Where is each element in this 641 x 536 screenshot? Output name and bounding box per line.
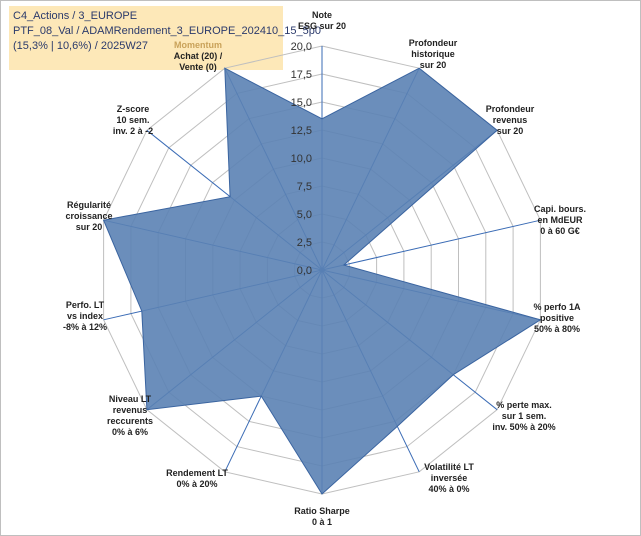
axis-label: Profondeur historique sur 20 bbox=[409, 38, 458, 70]
tick-label: 17,5 bbox=[291, 69, 312, 81]
axis-label: Ratio Sharpe 0 à 1 bbox=[294, 506, 350, 527]
axis-label: Capi. bours. en MdEUR 0 à 60 G€ bbox=[534, 204, 586, 236]
axis-label: % perte max. sur 1 sem. inv. 50% à 20% bbox=[492, 400, 555, 432]
axis-label: Perfo. LT vs index -8% à 12% bbox=[63, 300, 107, 332]
radar-spoke bbox=[321, 219, 541, 271]
tick-label: 10,0 bbox=[291, 153, 312, 165]
tick-label: 12,5 bbox=[291, 125, 312, 137]
radar-axis-labels: Note ESG sur 20 Profondeur historique sur 20… bbox=[63, 10, 586, 527]
axis-label: Z-score 10 sem. inv. 2 à -2 bbox=[113, 104, 153, 136]
axis-label: % perfo 1A positive 50% à 80% bbox=[533, 302, 581, 334]
tick-label: 2,5 bbox=[297, 237, 312, 249]
tick-label: 0,0 bbox=[297, 265, 312, 277]
title-line-1: C4_Actions / 3_EUROPE bbox=[13, 10, 138, 22]
title-line-2: PTF_08_Val / ADAMRendement_3_EUROPE_2024… bbox=[13, 25, 321, 37]
chart-title-box: C4_Actions / 3_EUROPE PTF_08_Val / ADAMR… bbox=[9, 6, 321, 70]
title-line-3: (15,3% | 10,6%) / 2025W27 bbox=[13, 40, 148, 52]
axis-label: Régularité croissance sur 20 bbox=[65, 200, 112, 232]
axis-label: Note ESG sur 20 bbox=[298, 10, 346, 31]
tick-label: 15,0 bbox=[291, 97, 312, 109]
axis-label: Niveau LT revenus reccurents 0% à 6% bbox=[107, 394, 153, 437]
axis-label: Profondeur revenus sur 20 bbox=[486, 104, 535, 136]
radar-tick-labels: 0,0 2,5 5,0 7,5 10,0 12,5 15,0 17,5 20,0 bbox=[291, 41, 312, 277]
radar-series-area bbox=[102, 67, 542, 495]
axis-label: Volatilité LT inversée 40% à 0% bbox=[424, 462, 474, 494]
tick-label: 5,0 bbox=[297, 209, 312, 221]
tick-label: 20,0 bbox=[291, 41, 312, 53]
axis-label: Rendement LT 0% à 20% bbox=[166, 468, 228, 489]
axis-label: Momentum Achat (20) / Vente (0) bbox=[174, 40, 223, 72]
tick-label: 7,5 bbox=[297, 181, 312, 193]
